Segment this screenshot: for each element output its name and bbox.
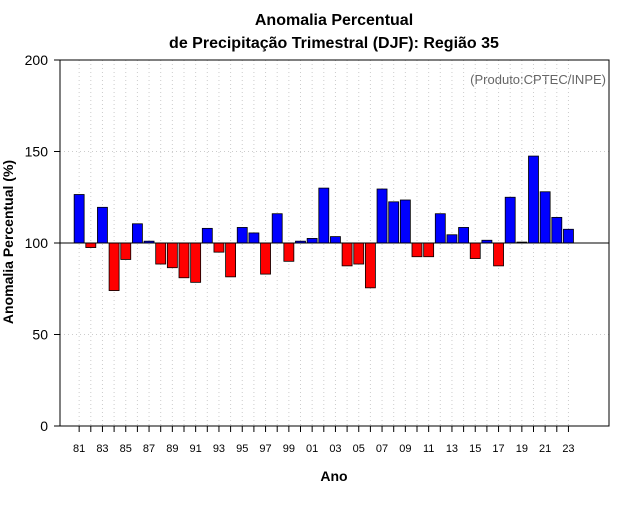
x-tick-label: 09 — [399, 443, 411, 455]
bar-1994 — [225, 242, 237, 278]
bar-2011 — [423, 242, 435, 258]
x-tick-label: 97 — [259, 443, 271, 455]
bar-2007 — [376, 188, 388, 244]
y-tick-label: 100 — [25, 235, 49, 251]
x-tick-label: 19 — [516, 443, 528, 455]
x-tick-label: 91 — [190, 443, 202, 455]
bar-2023 — [563, 228, 574, 244]
bar-2021 — [539, 191, 551, 244]
bar-1993 — [213, 242, 225, 253]
bar-2010 — [411, 242, 423, 258]
axes-layer: 0 50 100 150 200 81 83 85 87 89 91 93 95 97 99 01 03 05 07… — [25, 52, 610, 455]
credit-text: (Produto:CPTEC/INPE) — [470, 72, 606, 87]
x-tick-label: 01 — [306, 443, 318, 455]
x-tick-label: 93 — [213, 443, 225, 455]
bar-2022 — [551, 216, 563, 244]
y-tick-label: 50 — [32, 327, 48, 343]
bar-1983 — [97, 206, 108, 244]
x-tick-label: 99 — [283, 443, 295, 455]
bar-2005 — [353, 242, 365, 265]
x-tick-label: 85 — [120, 443, 132, 455]
bar-1981 — [73, 194, 85, 244]
bar-2001 — [306, 238, 318, 244]
bar-2006 — [364, 242, 376, 289]
x-tick-label: 17 — [492, 443, 504, 455]
x-tick-label: 07 — [376, 443, 388, 455]
bar-2018 — [504, 196, 516, 244]
bar-2008 — [388, 201, 400, 244]
bar-1984 — [108, 242, 120, 291]
bar-2017 — [493, 242, 504, 267]
x-tick-label: 87 — [143, 443, 155, 455]
bar-1982 — [85, 242, 97, 248]
bar-2012 — [434, 213, 446, 244]
x-tick-label: 03 — [329, 443, 341, 455]
bars-layer — [73, 155, 574, 291]
bar-1995 — [236, 227, 248, 244]
grid-layer — [60, 60, 609, 426]
bar-2004 — [341, 242, 353, 267]
bar-2002 — [318, 187, 330, 244]
x-tick-label: 15 — [469, 443, 481, 455]
x-tick-label: 11 — [423, 443, 434, 455]
y-tick-label: 0 — [40, 418, 48, 434]
chart-title-line1: Anomalia Percentual — [255, 12, 413, 29]
x-tick-label: 05 — [353, 443, 365, 455]
x-tick-label: 13 — [446, 443, 458, 455]
y-axis-label: Anomalia Percentual (%) — [0, 160, 16, 324]
bar-2015 — [469, 242, 481, 259]
x-tick-label: 95 — [236, 443, 248, 455]
bar-2020 — [528, 155, 539, 244]
x-tick-label: 89 — [166, 443, 178, 455]
y-tick-label: 200 — [25, 52, 49, 68]
bar-1992 — [201, 227, 213, 244]
x-tick-label: 23 — [562, 443, 574, 455]
bar-2013 — [446, 234, 458, 244]
x-axis-label: Ano — [320, 468, 347, 484]
bar-1990 — [178, 242, 190, 279]
bar-1997 — [260, 242, 271, 275]
bar-2009 — [399, 199, 411, 244]
chart-title-line2: de Precipitação Trimestral (DJF): Região… — [169, 35, 499, 52]
bar-2014 — [458, 227, 470, 244]
bar-1999 — [283, 242, 295, 262]
x-tick-label: 21 — [539, 443, 551, 455]
x-tick-label: 81 — [73, 443, 85, 455]
x-tick-label: 83 — [96, 443, 108, 455]
bar-1988 — [155, 242, 167, 265]
bar-1986 — [131, 223, 143, 244]
bar-1996 — [248, 232, 260, 244]
y-tick-label: 150 — [25, 144, 49, 160]
bar-1991 — [190, 242, 202, 283]
bar-1998 — [271, 213, 283, 244]
bar-1985 — [120, 242, 132, 260]
bar-2003 — [330, 236, 341, 244]
bar-1989 — [166, 242, 178, 269]
